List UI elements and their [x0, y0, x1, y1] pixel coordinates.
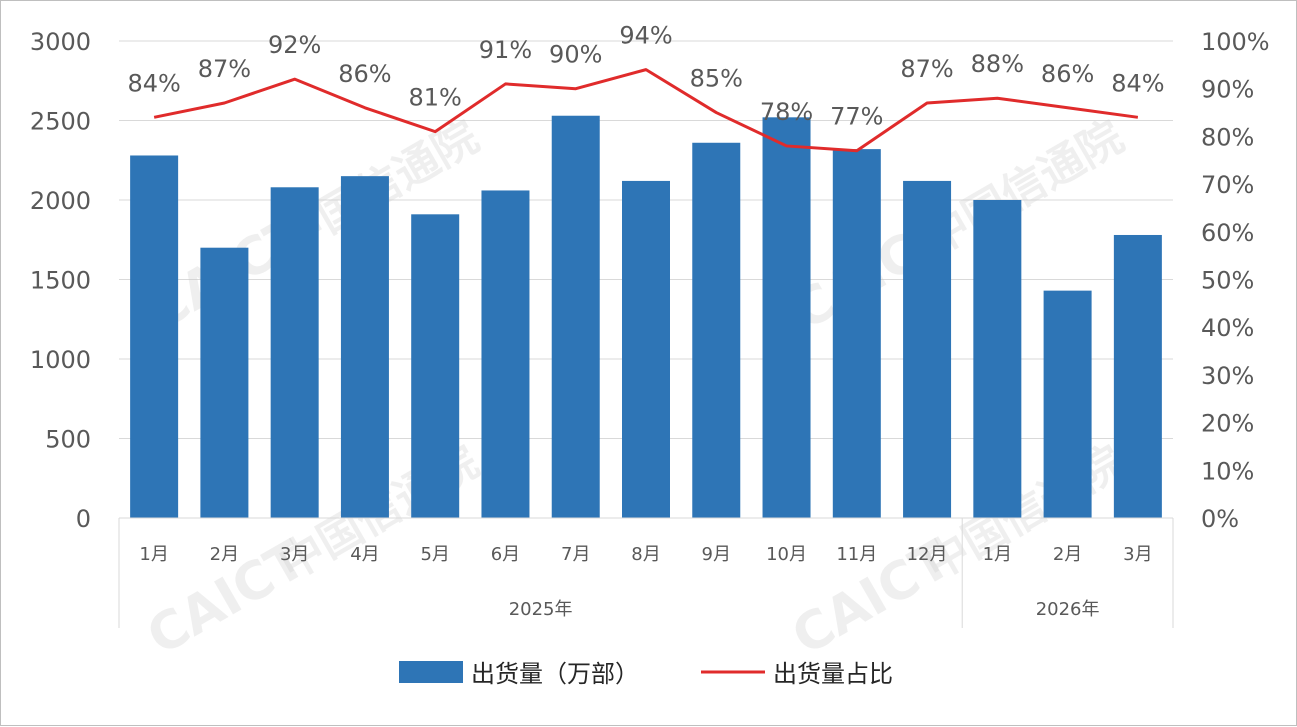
y-left-tick-label: 1500: [30, 267, 91, 295]
data-label: 90%: [549, 41, 602, 69]
bar: [130, 155, 179, 519]
bar: [411, 214, 460, 518]
data-label: 87%: [900, 55, 953, 83]
x-tick-label: 12月: [907, 544, 948, 565]
bar: [1043, 290, 1092, 518]
legend-label-line: 出货量占比: [773, 660, 893, 688]
x-group-label: 2026年: [1036, 599, 1100, 620]
x-tick-label: 8月: [631, 544, 660, 565]
y-left-tick-label: 3000: [30, 28, 91, 56]
data-label: 87%: [198, 55, 251, 83]
y-left-tick-label: 2500: [30, 108, 91, 136]
data-label: 86%: [338, 60, 391, 88]
y-right-tick-label: 90%: [1201, 76, 1254, 104]
y-left-tick-label: 500: [45, 426, 91, 454]
y-right-tick-label: 20%: [1201, 410, 1254, 438]
x-group-label: 2025年: [509, 599, 573, 620]
bar: [551, 115, 600, 518]
x-tick-label: 4月: [350, 544, 379, 565]
y-left-tick-label: 0: [76, 505, 91, 533]
x-tick-label: 9月: [702, 544, 731, 565]
x-tick-label: 2月: [1053, 544, 1082, 565]
bar: [200, 247, 249, 518]
bar: [692, 142, 741, 518]
x-tick-label: 10月: [766, 544, 807, 565]
bar: [481, 190, 530, 518]
data-label: 92%: [268, 31, 321, 59]
legend-swatch-bar: [399, 661, 463, 683]
y-right-tick-label: 80%: [1201, 123, 1254, 151]
data-label: 94%: [619, 22, 672, 50]
data-label: 85%: [690, 65, 743, 93]
y-right-tick-label: 100%: [1201, 28, 1270, 56]
bar: [1113, 234, 1162, 519]
y-left-tick-label: 1000: [30, 346, 91, 374]
x-tick-label: 7月: [561, 544, 590, 565]
y-right-tick-label: 0%: [1201, 505, 1239, 533]
y-right-tick-label: 50%: [1201, 267, 1254, 295]
x-tick-label: 5月: [420, 544, 449, 565]
y-left-tick-label: 2000: [30, 187, 91, 215]
bar: [903, 180, 952, 519]
x-tick-label: 2月: [210, 544, 239, 565]
data-label: 86%: [1041, 60, 1094, 88]
bar: [270, 187, 319, 518]
y-right-tick-label: 40%: [1201, 314, 1254, 342]
bar: [832, 149, 881, 518]
x-tick-label: 3月: [280, 544, 309, 565]
y-right-tick-label: 70%: [1201, 171, 1254, 199]
data-label: 81%: [409, 84, 462, 112]
bar: [622, 180, 670, 519]
data-label: 91%: [479, 36, 532, 64]
bar: [762, 117, 811, 518]
data-label: 84%: [127, 69, 180, 97]
line-series: [153, 68, 1139, 153]
data-label: 78%: [760, 98, 813, 126]
bar: [340, 176, 389, 518]
x-tick-label: 6月: [491, 544, 520, 565]
y-right-tick-label: 30%: [1201, 362, 1254, 390]
y-right-tick-label: 10%: [1201, 457, 1254, 485]
data-label: 88%: [971, 50, 1024, 78]
data-label: 77%: [830, 103, 883, 131]
x-tick-label: 1月: [139, 544, 168, 565]
bar: [973, 200, 1022, 518]
y-right-tick-label: 60%: [1201, 219, 1254, 247]
data-label: 84%: [1111, 69, 1164, 97]
legend-label-bar: 出货量（万部）: [471, 660, 639, 688]
x-tick-label: 3月: [1123, 544, 1152, 565]
x-tick-label: 1月: [983, 544, 1012, 565]
x-tick-label: 11月: [836, 544, 877, 565]
